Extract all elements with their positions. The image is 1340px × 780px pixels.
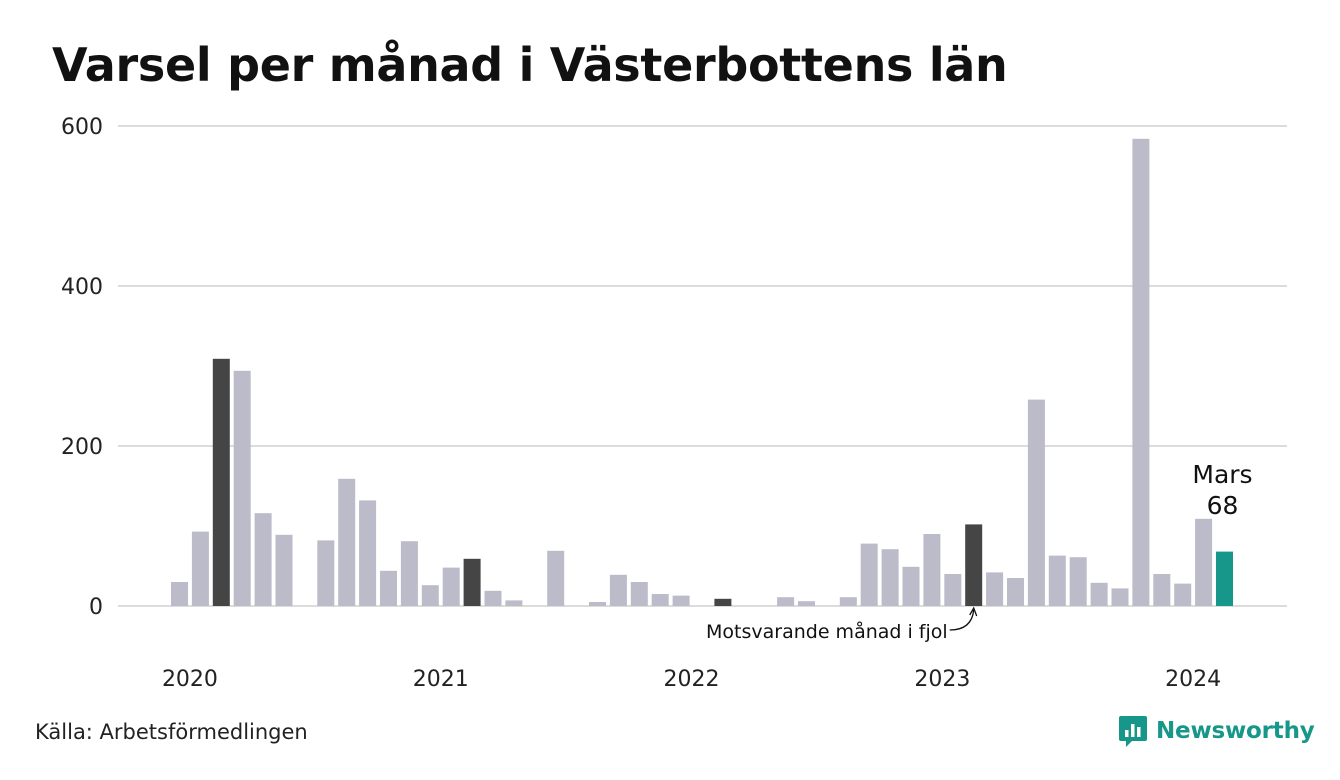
x-tick-label: 2022 [664, 667, 720, 692]
brand-name: Newsworthy [1156, 718, 1315, 744]
bar-2023-02 [944, 574, 962, 606]
bar-2022-09 [839, 597, 857, 606]
y-tick-label: 0 [89, 595, 103, 620]
x-tick-label: 2023 [914, 667, 970, 692]
bar-2021-05 [505, 600, 523, 606]
bar-2021-11 [630, 582, 648, 606]
bar-2020-09 [338, 478, 356, 606]
y-tick-label: 400 [61, 275, 103, 300]
newsworthy-logo-icon [1119, 716, 1147, 747]
y-tick-label: 200 [61, 435, 103, 460]
chart-title: Varsel per månad i Västerbottens län [52, 38, 1008, 92]
bar-2020-05 [254, 513, 272, 606]
bar-2020-06 [275, 534, 293, 606]
bar-2020-11 [380, 570, 397, 606]
bar-2023-01 [923, 534, 941, 606]
bar-2021-02 [442, 567, 460, 606]
bar-2020-01 [171, 582, 188, 606]
bar-2023-04 [986, 572, 1004, 606]
bar-2021-04 [484, 590, 502, 606]
bar-2020-03 [212, 358, 230, 606]
bar-2021-10 [609, 574, 627, 606]
bar-2022-03 [714, 598, 732, 606]
y-tick-label: 600 [61, 115, 103, 140]
source-note: Källa: Arbetsförmedlingen [35, 720, 308, 744]
x-tick-label: 2021 [413, 667, 469, 692]
bar-2023-06 [1027, 399, 1045, 606]
bar-2021-01 [421, 585, 439, 606]
bar-2023-05 [1007, 578, 1024, 606]
bar-2023-09 [1090, 582, 1108, 606]
bar-2020-10 [359, 500, 377, 606]
bar-2021-09 [589, 602, 606, 606]
x-tick-label: 2020 [162, 667, 218, 692]
bar-2020-08 [317, 540, 335, 606]
bar-2023-03 [965, 524, 983, 606]
x-tick-label: 2024 [1165, 667, 1221, 692]
x-axis-ticks: 2020 2021 2022 2023 2024 [162, 667, 1221, 692]
bar-2022-07 [798, 601, 815, 606]
y-axis-ticks: 0 200 400 600 [61, 115, 103, 620]
bar-2022-11 [881, 549, 899, 606]
last-year-arrow [949, 609, 975, 631]
bar-2024-01 [1174, 583, 1192, 606]
bar-2021-03 [463, 558, 481, 606]
last-year-arrowhead [969, 606, 978, 617]
bar-2022-06 [777, 597, 795, 606]
bar-2022-12 [902, 566, 920, 606]
bar-2023-08 [1069, 557, 1087, 606]
bar-2022-10 [860, 543, 878, 606]
current-value-label: 68 [1207, 491, 1239, 520]
bar-2023-07 [1048, 555, 1066, 606]
gridlines [118, 125, 1287, 607]
bar-2023-10 [1111, 588, 1129, 606]
bar-2024-03 [1216, 551, 1233, 606]
bar-2023-11 [1132, 138, 1150, 607]
bar-2024-02 [1195, 518, 1213, 606]
bar-2020-04 [233, 370, 251, 606]
brand-logo[interactable]: Newsworthy [1118, 714, 1315, 748]
bar-2021-12 [651, 594, 669, 606]
current-month-label: Mars [1192, 460, 1252, 489]
bar-2020-02 [191, 531, 209, 606]
bars [171, 138, 1233, 607]
bar-2020-12 [400, 541, 418, 606]
bar-2022-01 [672, 595, 690, 606]
last-year-label: Motsvarande månad i fjol [706, 620, 948, 643]
bar-2021-07 [547, 550, 565, 606]
bar-2023-12 [1153, 574, 1171, 606]
